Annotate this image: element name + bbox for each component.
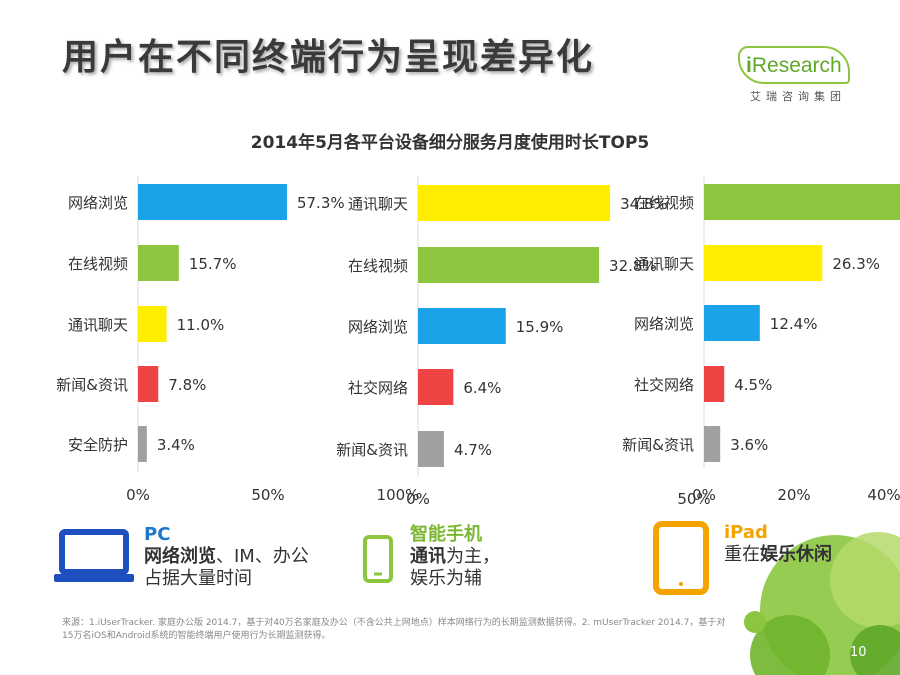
category-label: 网络浏览 [348,318,408,336]
bar [138,245,179,281]
legend-ipad-line1: 重在娱乐休闲 [724,544,832,566]
bar [138,366,159,402]
category-label: 新闻&资讯 [622,436,694,454]
legend-pc: PC 网络浏览、IM、办公 占据大量时间 [50,524,340,594]
tick-label: 0% [406,490,430,508]
page-number: 10 [850,645,867,660]
bar [138,426,147,462]
legend-ipad-pre: 重在 [724,544,760,565]
category-label: 社交网络 [634,376,694,394]
data-label: 4.7% [454,441,492,459]
legend-pc-line1: 网络浏览、IM、办公 [144,546,309,568]
data-label: 57.3% [297,194,345,212]
legend-ipad: iPad 重在娱乐休闲 [652,520,862,600]
legend-pc-rest: 、IM、办公 [216,546,309,567]
bar [418,185,611,221]
tick-label: 40% [867,486,900,504]
data-label: 11.0% [177,316,225,334]
category-label: 通讯聊天 [634,255,694,273]
source-line-2: 15万名iOS和Android系统的智能终端用户使用行为长期监测获得。 [62,631,331,641]
source-note: 来源：1.iUserTracker. 家庭办公版 2014.7，基于对40万名家… [62,617,802,643]
logo-i: i [746,54,752,77]
category-label: 在线视频 [634,194,694,212]
tick-label: 50% [677,490,710,508]
legend-phone-line1: 通讯为主， [410,546,500,568]
legend-phone-title: 智能手机 [410,524,482,545]
bar [418,308,506,344]
tick-label: 50% [251,486,284,504]
laptop-icon [54,529,134,582]
page-title: 用户在不同终端行为呈现差异化 [62,37,595,78]
logo-wordmark: iResearch [746,54,842,78]
decor-circle [850,625,900,675]
category-label: 通讯聊天 [348,195,408,213]
legend-ipad-title: iPad [724,522,768,543]
data-label: 15.7% [189,255,237,273]
bar [138,306,167,342]
legend-pc-line2: 占据大量时间 [144,568,252,589]
source-line-1: 来源：1.iUserTracker. 家庭办公版 2014.7，基于对40万名家… [62,618,726,628]
legend-phone-line2: 娱乐为辅 [410,568,482,589]
bar [704,245,823,281]
bar [418,431,444,467]
legend-ipad-bold: 娱乐休闲 [760,544,832,565]
category-label: 通讯聊天 [68,316,128,334]
legend-phone-rest: 为主， [446,546,500,567]
data-label: 4.5% [734,376,772,394]
data-label: 6.4% [463,379,501,397]
data-label: 15.9% [516,318,564,336]
decor-circle [830,532,900,628]
category-label: 网络浏览 [68,194,128,212]
bar [704,366,725,402]
tick-label: 0% [126,486,150,504]
chart-title: 2014年5月各平台设备细分服务月度使用时长TOP5 [250,133,650,153]
legend-phone-bold: 通讯 [410,546,446,567]
iresearch-logo: iResearch 艾瑞咨询集团 [738,46,858,106]
legend-pc-bold: 网络浏览 [144,546,216,567]
category-label: 在线视频 [68,255,128,273]
data-label: 26.3% [832,255,880,273]
bar [704,184,900,220]
bar [418,247,600,283]
tick-label: 20% [777,486,810,504]
category-label: 新闻&资讯 [336,441,408,459]
tablet-icon [653,521,709,595]
tick-label: 0% [692,486,716,504]
decor-circle [750,615,830,675]
category-label: 网络浏览 [634,315,694,333]
data-label: 32.8% [609,257,657,275]
category-label: 安全防护 [68,436,128,454]
decor-circle [744,611,766,633]
data-label: 3.4% [157,436,195,454]
category-label: 在线视频 [348,257,408,275]
tick-label: 100% [377,486,420,504]
logo-badge [738,46,850,84]
category-label: 新闻&资讯 [56,376,128,394]
smartphone-icon [363,535,393,583]
data-label: 7.8% [168,376,206,394]
legend-pc-title: PC [144,524,171,545]
bar [704,305,760,341]
logo-subtitle: 艾瑞咨询集团 [750,90,846,103]
bar [418,369,454,405]
bar [138,184,287,220]
logo-research: Research [751,54,842,77]
data-label: 12.4% [770,315,818,333]
legend-phone: 智能手机 通讯为主， 娱乐为辅 [358,524,558,594]
category-label: 社交网络 [348,379,408,397]
bar [704,426,721,462]
data-label: 34.8% [620,195,668,213]
data-label: 3.6% [730,436,768,454]
